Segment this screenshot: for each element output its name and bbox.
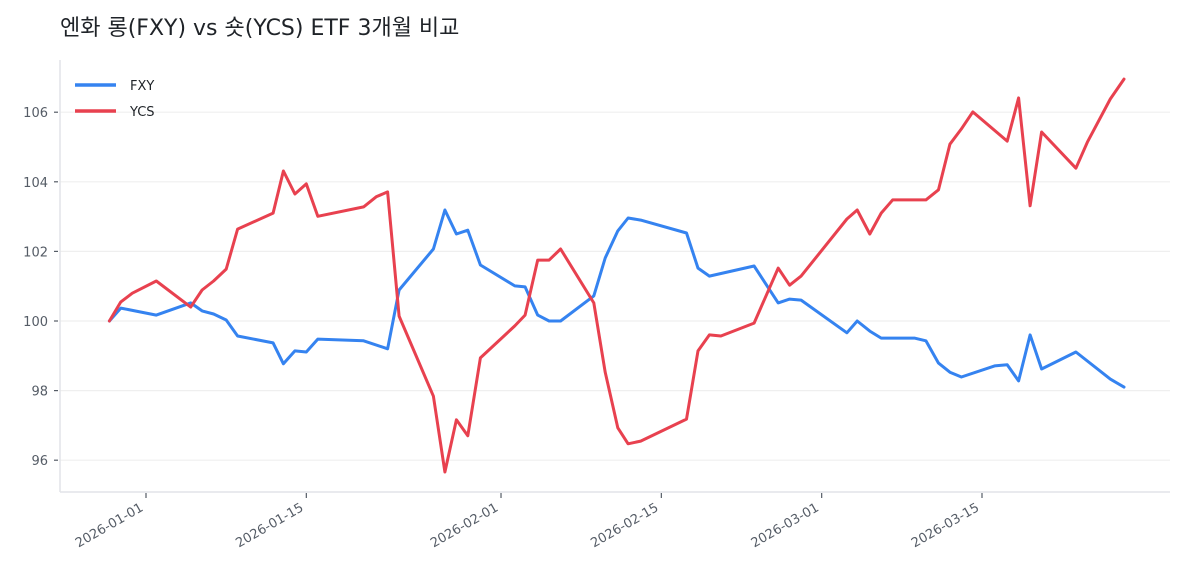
y-axis-ticks: 96 98 100 102 104 106 (23, 106, 58, 469)
y-tick-label: 104 (23, 176, 48, 191)
x-tick-label: 2026-01-01 (73, 500, 146, 551)
x-tick-label: 2026-02-01 (428, 500, 501, 551)
x-tick-label: 2026-02-15 (588, 500, 661, 551)
series-line-fxy (107, 208, 1126, 389)
x-tick-label: 2026-03-15 (909, 500, 982, 551)
y-tick-label: 98 (31, 385, 48, 400)
y-tick-label: 106 (23, 106, 48, 121)
x-tick-label: 2026-01-15 (233, 500, 306, 551)
x-tick-label: 2026-03-01 (749, 500, 822, 551)
grid-lines (60, 111, 1170, 461)
y-tick-label: 96 (31, 454, 48, 469)
y-tick-label: 100 (23, 315, 48, 330)
series-line-ycs (107, 77, 1126, 474)
legend-label-fxy: FXY (130, 79, 154, 94)
series-lines (107, 77, 1126, 474)
chart-title: 엔화 롱(FXY) vs 숏(YCS) ETF 3개월 비교 (60, 16, 460, 41)
axes (59, 60, 1170, 493)
x-axis-ticks: 2026-01-01 2026-01-15 2026-02-01 2026-02-15… (73, 493, 983, 551)
y-tick-label: 102 (23, 245, 48, 260)
legend-label-ycs: YCS (129, 105, 155, 120)
legend: FXY YCS (75, 79, 155, 120)
